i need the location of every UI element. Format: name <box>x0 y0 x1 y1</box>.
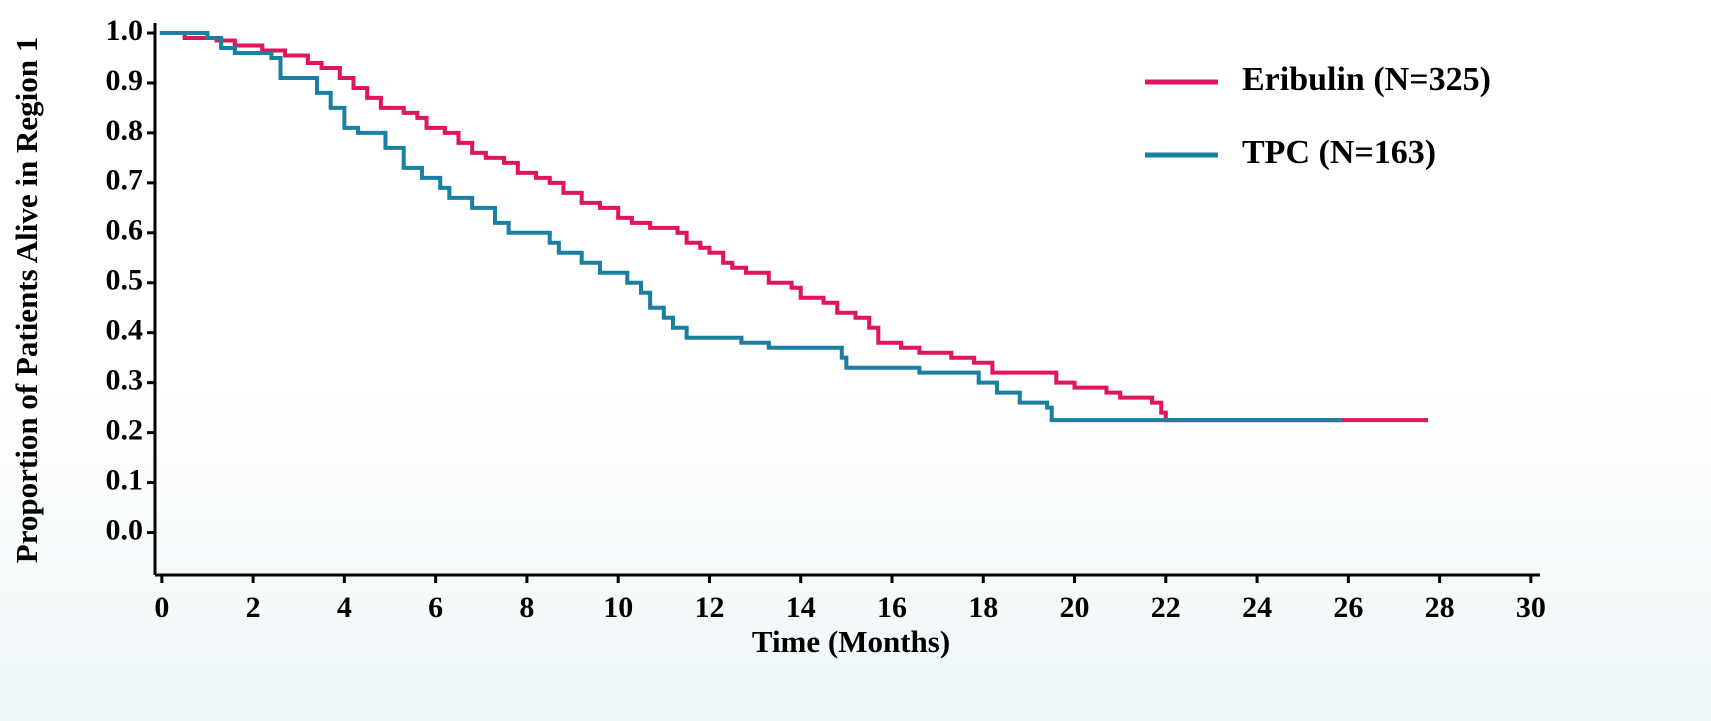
x-tick-label: 12 <box>694 591 724 624</box>
y-tick-label: 0.2 <box>106 414 144 447</box>
x-tick-label: 20 <box>1060 591 1090 624</box>
x-tick-label: 4 <box>337 591 352 624</box>
y-tick-label: 0.4 <box>106 314 144 347</box>
x-tick-label: 6 <box>428 591 443 624</box>
x-tick-label: 22 <box>1151 591 1181 624</box>
y-axis-label: Proportion of Patients Alive in Region 1 <box>9 37 44 563</box>
x-tick-label: 30 <box>1516 591 1546 624</box>
x-tick-label: 0 <box>154 591 169 624</box>
legend-label: Eribulin (N=325) <box>1242 61 1491 98</box>
y-tick-label: 0.7 <box>106 164 144 197</box>
x-tick-label: 16 <box>877 591 907 624</box>
y-tick-label: 0.0 <box>106 513 144 546</box>
x-tick-label: 18 <box>968 591 998 624</box>
x-tick-label: 26 <box>1333 591 1363 624</box>
x-tick-label: 10 <box>603 591 633 624</box>
x-tick-label: 28 <box>1425 591 1455 624</box>
y-tick-label: 0.9 <box>106 64 144 97</box>
background <box>0 380 1711 721</box>
legend-label: TPC (N=163) <box>1242 134 1436 171</box>
y-tick-label: 0.3 <box>106 364 144 397</box>
x-axis-label: Time (Months) <box>752 624 950 659</box>
x-tick-label: 2 <box>246 591 261 624</box>
x-tick-label: 14 <box>786 591 816 624</box>
y-tick-label: 0.6 <box>106 214 144 247</box>
y-tick-label: 1.0 <box>106 14 144 47</box>
y-tick-label: 0.1 <box>106 463 144 496</box>
y-tick-label: 0.5 <box>106 264 144 297</box>
y-tick-label: 0.8 <box>106 114 144 147</box>
x-tick-label: 8 <box>519 591 534 624</box>
x-tick-label: 24 <box>1242 591 1272 624</box>
